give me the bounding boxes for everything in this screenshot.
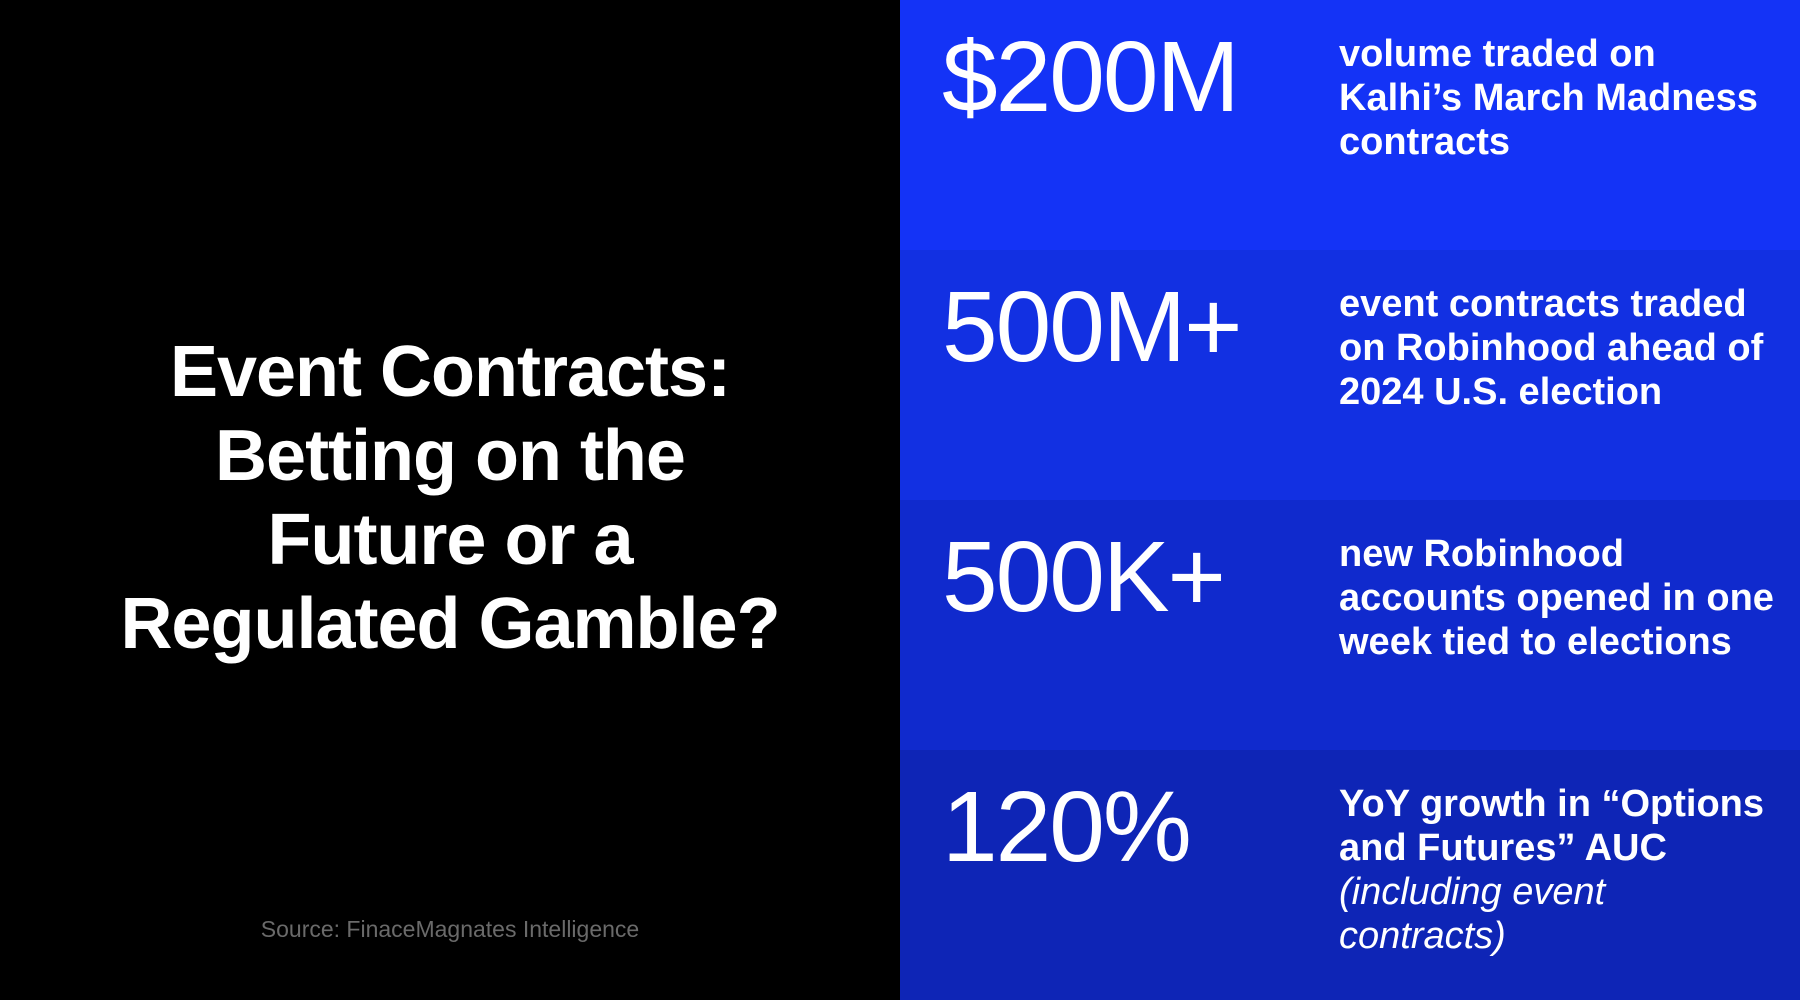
stat-row-accounts: 500K+ new Robinhood accounts opened in o… [900,500,1800,750]
title-panel: Event Contracts: Betting on the Future o… [0,330,900,942]
stat-description-note: (including event contracts) [1339,871,1606,957]
stat-value: 500M+ [942,271,1243,383]
title-line: Future or a [267,500,633,580]
stat-description: new Robinhood accounts opened in one wee… [1339,533,1774,663]
title-line: Event Contracts: [169,332,731,412]
stat-value: 500K+ [942,521,1226,633]
stat-description: YoY growth in “Options and Futures” AUC … [1339,782,1779,958]
title-line: Regulated Gamble? [120,584,780,664]
stat-value: $200M [942,21,1240,133]
stats-panel: $200M volume traded on Kalhi’s March Mad… [900,0,1800,1000]
page-title: Event Contracts: Betting on the Future o… [0,330,900,666]
stat-description: event contracts traded on Robinhood ahea… [1339,283,1764,413]
stat-description: volume traded on Kalhi’s March Madness c… [1339,33,1758,163]
stat-description-main: YoY growth in “Options and Futures” AUC [1339,783,1765,869]
stat-row-contracts: 500M+ event contracts traded on Robinhoo… [900,250,1800,500]
stat-value: 120% [942,771,1192,883]
source-note: Source: FinaceMagnates Intelligence [260,916,640,942]
stat-row-growth: 120% YoY growth in “Options and Futures”… [900,750,1800,1000]
stat-row-volume: $200M volume traded on Kalhi’s March Mad… [900,0,1800,250]
title-line: Betting on the [215,416,686,496]
